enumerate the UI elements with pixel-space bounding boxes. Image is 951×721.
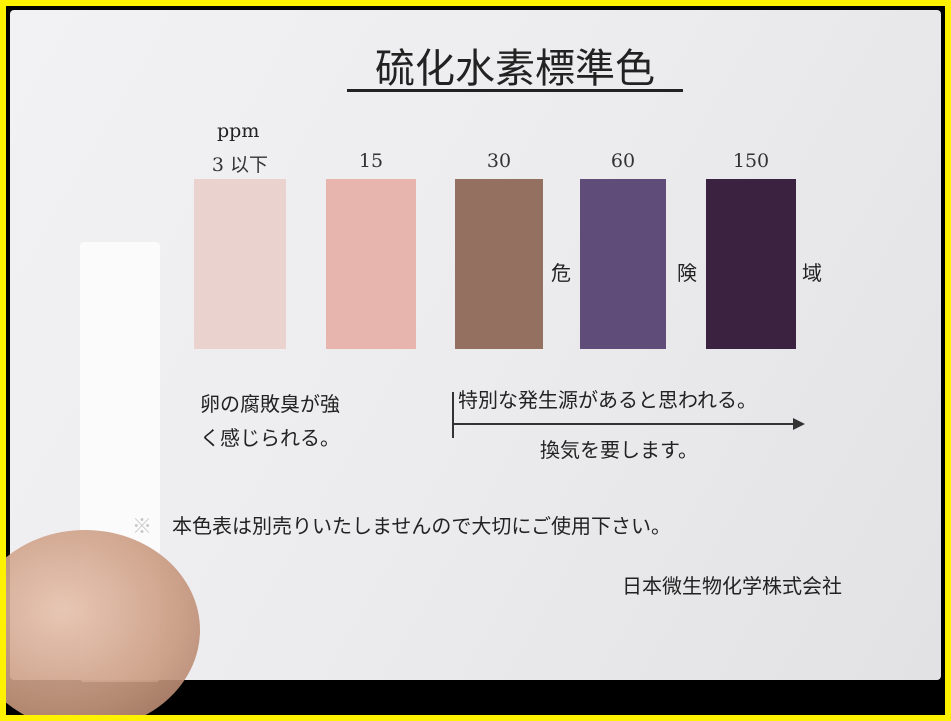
swatch-label: 150 xyxy=(732,150,770,172)
card: 硫化水素標準色 ppm 卵の腐敗臭が強 く感じられる。 特別な発生源があると思わ… xyxy=(6,10,941,715)
swatch-label: 60 xyxy=(610,150,636,172)
note-high: 特別な発生源があると思われる。 xyxy=(458,388,757,412)
arrow-start xyxy=(452,392,454,438)
danger-zone-char: 危 xyxy=(551,261,571,285)
color-swatch xyxy=(194,179,286,349)
color-swatch xyxy=(455,179,543,349)
swatch-label: 15 xyxy=(358,150,384,172)
unit: ppm xyxy=(217,120,260,142)
color-swatch xyxy=(580,179,666,349)
danger-zone-char: 険 xyxy=(677,261,697,285)
swatch-label: 30 xyxy=(486,150,512,172)
danger-zone-char: 域 xyxy=(802,261,822,285)
color-swatch xyxy=(706,179,796,349)
note-low-2: く感じられる。 xyxy=(200,426,340,450)
arrow-head xyxy=(793,418,805,430)
note-low-1: 卵の腐敗臭が強 xyxy=(200,392,340,416)
footnote: ※ 本色表は別売りいたしませんので大切にご使用下さい。 xyxy=(132,514,671,538)
arrow-line xyxy=(452,423,797,425)
title-underline xyxy=(347,89,683,92)
company: 日本微生物化学株式会社 xyxy=(622,574,842,598)
color-swatch xyxy=(326,179,416,349)
note-action: 換気を要します。 xyxy=(540,438,698,462)
finger xyxy=(6,530,200,715)
swatch-label: 3 以下 xyxy=(211,154,269,176)
title: 硫化水素標準色 xyxy=(375,46,655,92)
